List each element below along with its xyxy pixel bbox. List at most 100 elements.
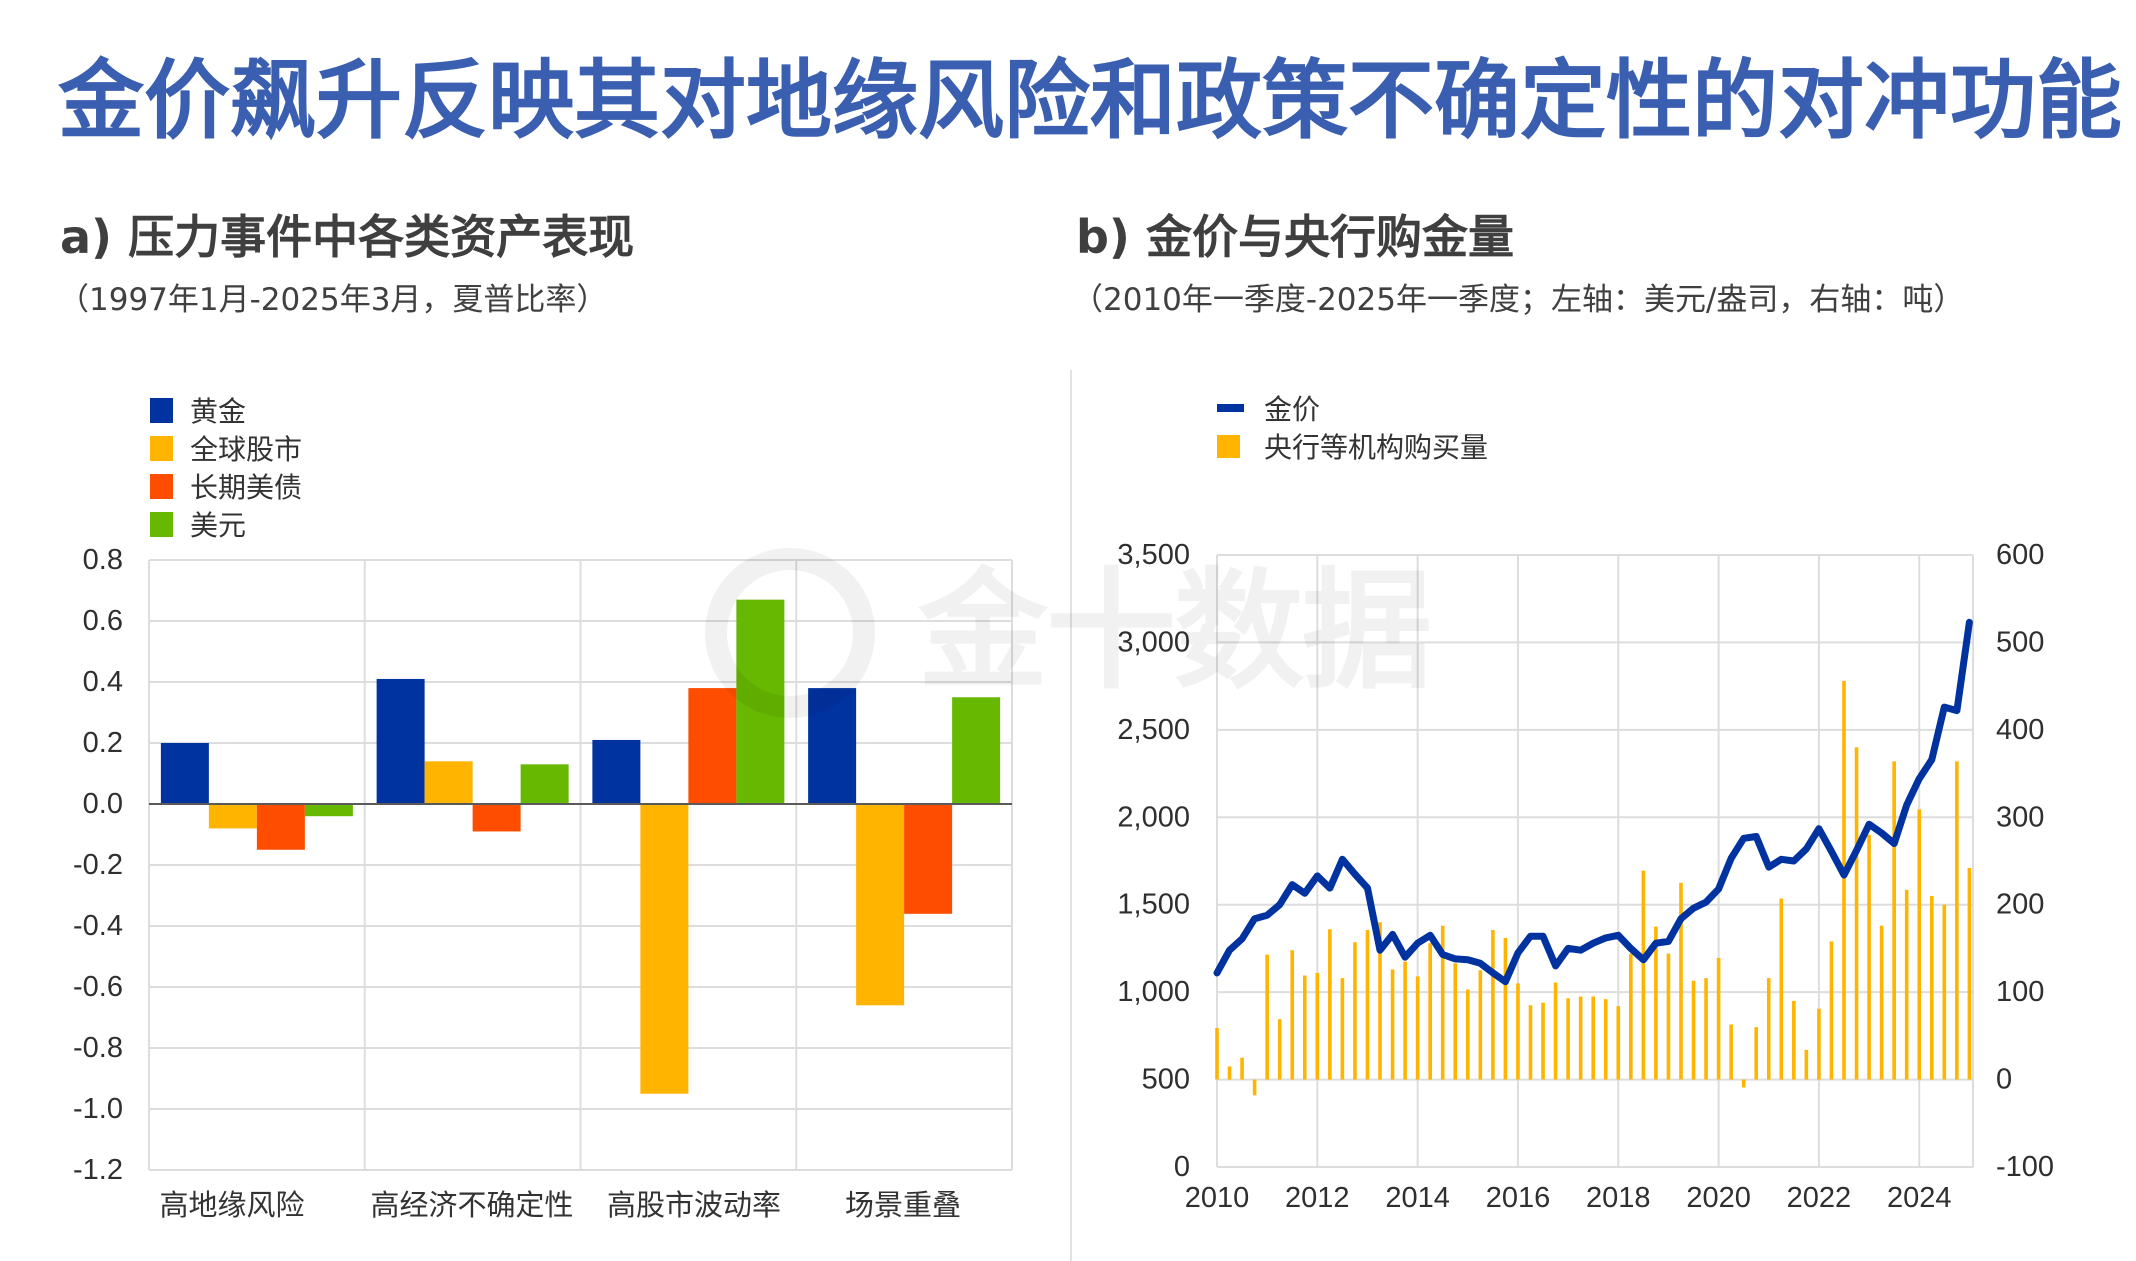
y-tick-label: 0.4 (83, 666, 123, 698)
y-left-tick-label: 2,500 (1117, 714, 1190, 746)
panel-b-heading: b) 金价与央行购金量 (1076, 210, 1514, 264)
page-title: 金价飙升反映其对地缘风险和政策不确定性的对冲功能 (58, 51, 2122, 151)
category-label: 场景重叠 (845, 1188, 961, 1222)
y-left-tick-label: 500 (1142, 1064, 1190, 1096)
bar (1578, 996, 1583, 1080)
bar (1516, 983, 1520, 1080)
legend-swatch-icon (150, 397, 173, 423)
bar (208, 804, 257, 829)
bar (1892, 761, 1896, 1080)
gold-price-line (1213, 618, 1973, 986)
bar (1553, 982, 1558, 1080)
y-tick-label: 0.8 (83, 544, 123, 576)
y-left-tick-label: 3,000 (1117, 626, 1190, 658)
bar (1616, 1006, 1621, 1080)
bar (904, 804, 953, 914)
bar (1904, 889, 1909, 1080)
bar (640, 804, 689, 1094)
x-tick-label: 2012 (1285, 1182, 1350, 1214)
bar (688, 688, 737, 804)
legend-label: 金价 (1264, 393, 1321, 426)
y-tick-label: -0.6 (73, 971, 123, 1003)
bar (1491, 930, 1495, 1080)
bar (1390, 969, 1395, 1080)
bar (1328, 929, 1332, 1080)
bar (1503, 937, 1508, 1080)
legend-item-gold: 黄金 (150, 395, 246, 428)
category-label: 高股市波动率 (607, 1188, 781, 1222)
x-axis-labels: 高地缘风险 高经济不确定性 高股市波动率 场景重叠 (159, 1188, 961, 1222)
bar (1453, 963, 1458, 1080)
y-axis-right-labels: 600 500 400 300 200 100 0 -100 (1996, 539, 2054, 1183)
bar (1754, 1027, 1759, 1080)
bar (1277, 1019, 1282, 1080)
y-tick-label: 0.0 (83, 788, 123, 820)
y-right-tick-label: 300 (1996, 801, 2044, 833)
x-tick-label: 2018 (1586, 1182, 1651, 1214)
legend-swatch-icon (150, 435, 173, 461)
y-left-tick-label: 3,500 (1117, 539, 1190, 571)
legend-swatch-icon (150, 511, 173, 537)
bar (1766, 978, 1771, 1080)
y-tick-label: 0.6 (83, 605, 123, 637)
x-tick-label: 2024 (1887, 1182, 1952, 1214)
bar (1879, 925, 1884, 1080)
bar (1666, 953, 1671, 1080)
bar (1591, 996, 1595, 1080)
bar (592, 739, 641, 804)
bar (1315, 972, 1320, 1080)
bar (1252, 1079, 1257, 1096)
y-tick-label: -1.2 (73, 1154, 123, 1186)
bar (1829, 941, 1834, 1080)
panel-a-subheading: （1997年1月-2025年3月，夏普比率） (58, 282, 608, 318)
bar (1641, 870, 1646, 1080)
legend-swatch-icon (1217, 434, 1240, 458)
bar (1240, 1057, 1244, 1080)
bar (1290, 950, 1295, 1080)
x-axis-labels: 2010 2012 2014 2016 2018 2020 2022 2024 (1185, 1182, 1952, 1214)
panel-b-subheading: （2010年一季度-2025年一季度；左轴：美元/盎司，右轴：吨） (1072, 282, 1965, 318)
bar (1227, 1066, 1232, 1080)
bar (1603, 999, 1608, 1080)
y-tick-label: -0.4 (73, 910, 123, 942)
bar (1353, 942, 1357, 1080)
bar (1265, 954, 1269, 1080)
legend-item-long-treasuries: 长期美债 (150, 471, 302, 504)
y-tick-label: -0.8 (73, 1032, 123, 1064)
cb-purchase-bars (1215, 680, 1972, 1096)
bar (1741, 1079, 1746, 1088)
chart-b-gold-price-cb-purchases: 3,500 3,000 2,500 2,000 1,500 1,000 500 0 600 500… (1117, 539, 2054, 1214)
bar (1867, 834, 1871, 1080)
legend-item-global-equities: 全球股市 (150, 433, 302, 466)
bar (808, 688, 857, 804)
y-right-tick-label: -100 (1996, 1151, 2054, 1183)
bar (1340, 978, 1345, 1080)
bar (304, 804, 353, 817)
x-tick-label: 2014 (1385, 1182, 1450, 1214)
y-right-tick-label: 0 (1996, 1064, 2012, 1096)
bar (1704, 978, 1708, 1080)
bar (1478, 970, 1483, 1080)
bar (1302, 975, 1307, 1080)
y-right-tick-label: 600 (1996, 539, 2044, 571)
bar (1917, 809, 1922, 1080)
legend-label: 全球股市 (190, 433, 303, 466)
bar (1729, 1024, 1733, 1080)
category-label: 高经济不确定性 (370, 1188, 573, 1222)
y-right-tick-label: 500 (1996, 626, 2044, 658)
y-tick-label: -1.0 (73, 1093, 123, 1125)
legend-item-gold-price: 金价 (1217, 393, 1320, 426)
y-tick-label: -0.2 (73, 849, 123, 881)
bar (736, 599, 785, 804)
legend-label: 黄金 (190, 395, 247, 428)
y-left-tick-label: 1,500 (1117, 889, 1190, 921)
y-left-tick-label: 1,000 (1117, 976, 1190, 1008)
bar (1854, 747, 1859, 1080)
bar (160, 743, 209, 804)
bar (1654, 926, 1658, 1080)
bar (1215, 1027, 1219, 1080)
legend-swatch-icon (150, 473, 173, 499)
x-tick-label: 2016 (1486, 1182, 1551, 1214)
x-tick-label: 2010 (1185, 1182, 1250, 1214)
